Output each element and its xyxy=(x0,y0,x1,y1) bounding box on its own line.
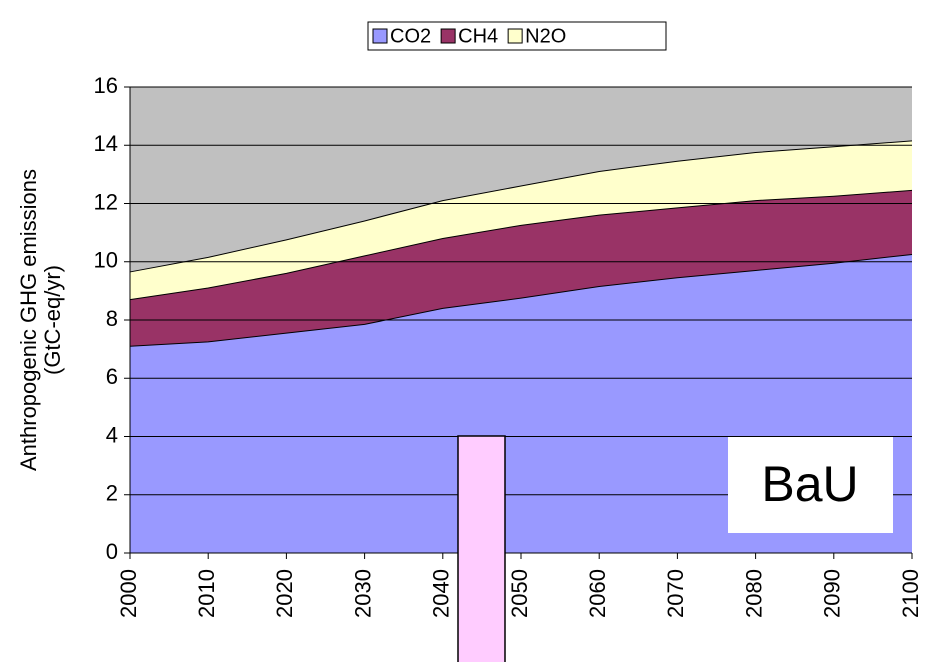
area-line xyxy=(129,253,913,347)
y-tick-label: 10 xyxy=(94,248,118,273)
x-tick-label: 2060 xyxy=(585,569,610,618)
y-axis-label: Anthropogenic GHG emissions xyxy=(16,169,41,471)
area-line xyxy=(129,189,913,301)
legend-label: CO2 xyxy=(390,25,431,47)
legend-swatch xyxy=(440,28,456,44)
legend-swatch xyxy=(507,28,523,44)
y-tick-label: 8 xyxy=(106,306,118,331)
y-tick-label: 6 xyxy=(106,364,118,389)
y-tick-label: 14 xyxy=(94,131,118,156)
area-fill xyxy=(130,140,912,300)
y-tick-label: 12 xyxy=(94,189,118,214)
x-tick-label: 2090 xyxy=(820,569,845,618)
x-tick-label: 2010 xyxy=(194,569,219,618)
x-tick-label: 2100 xyxy=(898,569,923,618)
x-tick-label: 2040 xyxy=(429,569,454,618)
annotation-box xyxy=(728,437,893,533)
legend-label: CH4 xyxy=(458,25,498,47)
area-fill xyxy=(130,190,912,347)
x-tick-label: 2030 xyxy=(350,569,375,618)
overlay-bar xyxy=(457,435,506,662)
y-tick-label: 4 xyxy=(106,422,118,447)
x-tick-label: 2070 xyxy=(663,569,688,618)
x-tick-label: 2050 xyxy=(507,569,532,618)
y-tick-label: 2 xyxy=(106,481,118,506)
y-axis-label: (GtC-eq/yr) xyxy=(40,265,65,375)
y-tick-label: 16 xyxy=(94,73,118,98)
legend-label: N2O xyxy=(525,25,566,47)
x-tick-label: 2020 xyxy=(272,569,297,618)
y-tick-label: 0 xyxy=(106,539,118,564)
x-tick-label: 2000 xyxy=(116,569,141,618)
annotation: BaU xyxy=(761,456,858,512)
legend-swatch xyxy=(372,28,388,44)
area-line xyxy=(129,140,913,273)
x-tick-label: 2080 xyxy=(741,569,766,618)
